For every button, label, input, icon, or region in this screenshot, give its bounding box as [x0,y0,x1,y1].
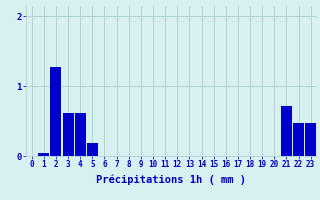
Bar [293,123,304,156]
Bar [38,153,49,156]
Bar [87,143,98,156]
Bar [305,123,316,156]
Bar [63,113,74,156]
Bar [51,67,61,156]
Bar [75,113,86,156]
Bar [281,106,292,156]
X-axis label: Précipitations 1h ( mm ): Précipitations 1h ( mm ) [96,175,246,185]
